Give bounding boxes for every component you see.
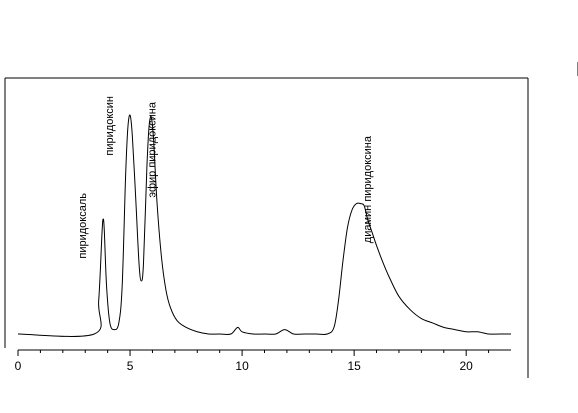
x-tick-label: 5 xyxy=(127,359,134,373)
peak-label: пиридоксаль xyxy=(77,193,89,259)
peak-label: диамин пиридоксина xyxy=(362,135,374,243)
x-tick-label: 0 xyxy=(15,359,22,373)
x-tick-label: 10 xyxy=(235,359,249,373)
series-line xyxy=(17,114,511,337)
x-tick-label: 15 xyxy=(347,359,361,373)
x-ticks xyxy=(17,350,490,356)
peak-labels: пиридоксаль пиридоксин эфир пиридоксина диа… xyxy=(77,96,374,259)
x-tick-labels: 0 5 10 15 20 xyxy=(15,359,474,373)
peak-label: пиридоксин xyxy=(104,96,116,156)
x-tick-label: 20 xyxy=(460,359,474,373)
peak-label: эфир пиридоксина xyxy=(147,101,159,198)
